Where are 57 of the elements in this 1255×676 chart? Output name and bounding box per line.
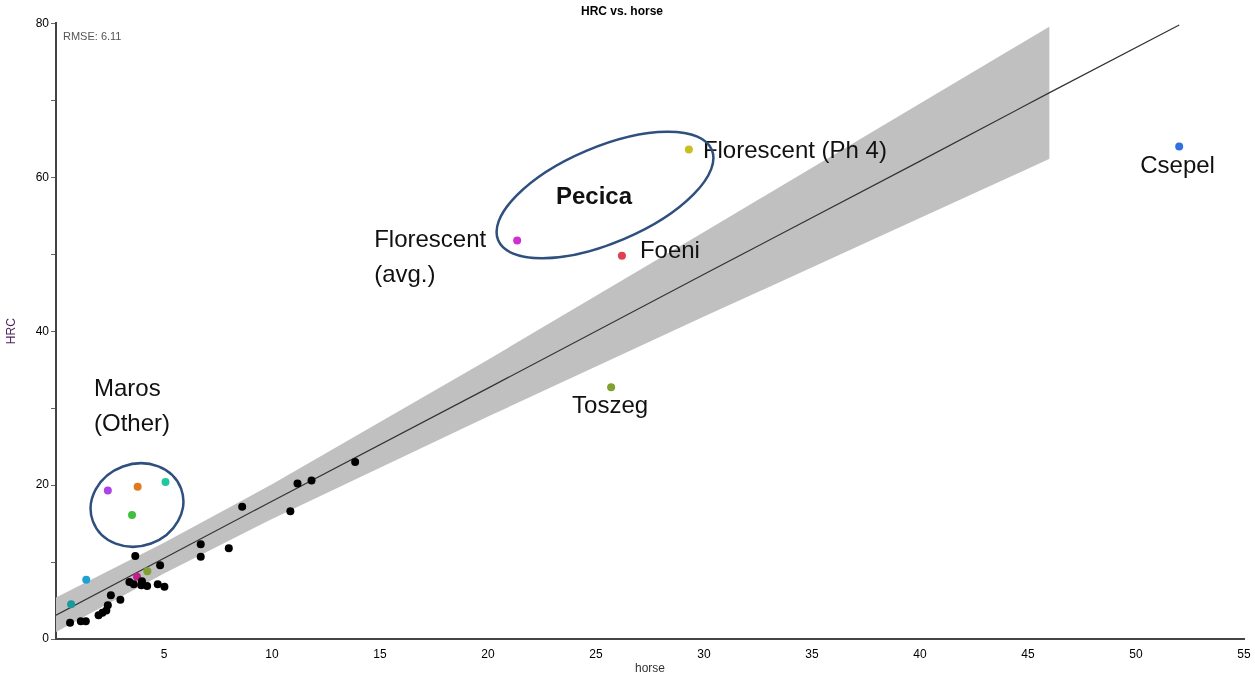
point bbox=[133, 482, 142, 491]
point bbox=[513, 236, 522, 245]
point bbox=[293, 479, 302, 488]
point bbox=[307, 476, 316, 485]
x-tick-label: 5 bbox=[160, 646, 168, 661]
point bbox=[156, 561, 165, 570]
point bbox=[196, 552, 205, 561]
y-tick-label: 20 bbox=[35, 477, 50, 492]
point bbox=[133, 572, 141, 581]
annotation: RMSE: 6.11 bbox=[63, 29, 122, 42]
annotation: Pecica bbox=[556, 182, 633, 210]
point bbox=[196, 540, 205, 549]
point bbox=[160, 582, 169, 591]
point bbox=[143, 567, 152, 576]
point bbox=[116, 595, 125, 604]
point bbox=[351, 458, 360, 467]
y-axis-title: HRC bbox=[3, 317, 18, 345]
chart-title: HRC vs. horse bbox=[580, 3, 664, 18]
annotation: Toszeg bbox=[572, 391, 649, 418]
point bbox=[161, 478, 170, 487]
annotation: Csepel bbox=[1140, 151, 1215, 179]
y-tick-label: 40 bbox=[35, 323, 50, 338]
x-tick-label: 40 bbox=[913, 646, 927, 661]
point bbox=[143, 581, 152, 590]
point bbox=[103, 486, 112, 495]
y-tick-label: 60 bbox=[35, 169, 50, 184]
point bbox=[128, 511, 137, 520]
point bbox=[1175, 142, 1184, 151]
point bbox=[238, 502, 247, 511]
x-tick-label: 30 bbox=[697, 646, 711, 661]
point bbox=[286, 507, 295, 516]
point bbox=[617, 251, 626, 260]
annotation: Maros (Other) bbox=[94, 374, 171, 437]
point bbox=[224, 544, 233, 553]
point bbox=[131, 551, 140, 560]
x-axis-title: horse bbox=[634, 661, 666, 676]
point bbox=[103, 601, 112, 610]
point bbox=[67, 600, 76, 609]
point bbox=[66, 618, 75, 627]
x-tick-label: 45 bbox=[1021, 646, 1035, 661]
point bbox=[106, 591, 115, 600]
x-tick-label: 35 bbox=[805, 646, 819, 661]
y-tick-label: 0 bbox=[42, 631, 50, 646]
point bbox=[129, 580, 138, 589]
annotation: Florescent (avg.) bbox=[374, 225, 487, 288]
annotation: Foeni bbox=[639, 236, 700, 264]
point bbox=[607, 383, 616, 392]
x-tick-label: 15 bbox=[373, 646, 387, 661]
x-tick-label: 55 bbox=[1237, 646, 1251, 661]
point bbox=[153, 580, 162, 589]
point bbox=[82, 575, 91, 584]
x-tick-label: 25 bbox=[589, 646, 603, 661]
point bbox=[684, 145, 693, 154]
y-tick-label: 80 bbox=[35, 15, 50, 30]
x-tick-label: 20 bbox=[481, 646, 495, 661]
x-tick-label: 50 bbox=[1129, 646, 1143, 661]
x-tick-label: 10 bbox=[265, 646, 279, 661]
